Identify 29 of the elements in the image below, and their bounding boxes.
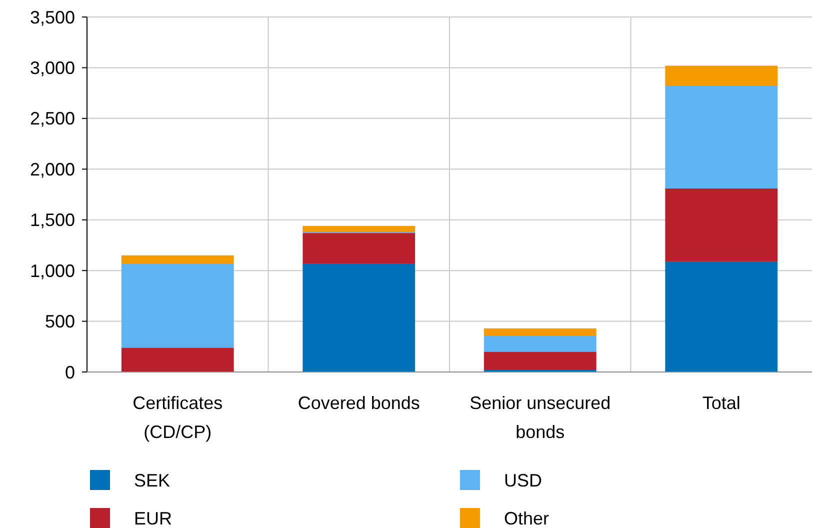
bar [484,352,596,370]
legend-label: Other [504,508,550,528]
bar [665,188,778,262]
y-tick-label: 0 [64,362,75,382]
y-tick-label: 3,000 [30,58,75,78]
bar [121,255,234,264]
y-tick-label: 500 [44,312,75,332]
bar [302,226,416,232]
bar [484,328,596,336]
legend-label: EUR [134,508,172,528]
bar [121,348,234,372]
x-tick-label: Senior unsecured bonds [470,393,611,442]
y-tick-label: 2,000 [30,159,75,180]
y-tick-label: 2,500 [30,108,75,129]
y-tick-label: 1,000 [30,260,75,281]
legend-label: SEK [134,470,170,490]
bar [121,263,234,348]
bar [665,66,778,86]
x-tick-label: Total [702,393,740,413]
legend-label: USD [504,470,542,490]
y-tick-label: 1,500 [30,210,75,230]
bar [484,335,596,352]
bar [302,263,416,372]
bar [665,261,778,372]
x-tick-label: Certificates (CD/CP) [132,393,223,442]
x-tick-label: Covered bonds [298,393,420,413]
bar [302,233,416,264]
y-tick-label: 3,500 [30,7,75,28]
bar [665,86,778,188]
